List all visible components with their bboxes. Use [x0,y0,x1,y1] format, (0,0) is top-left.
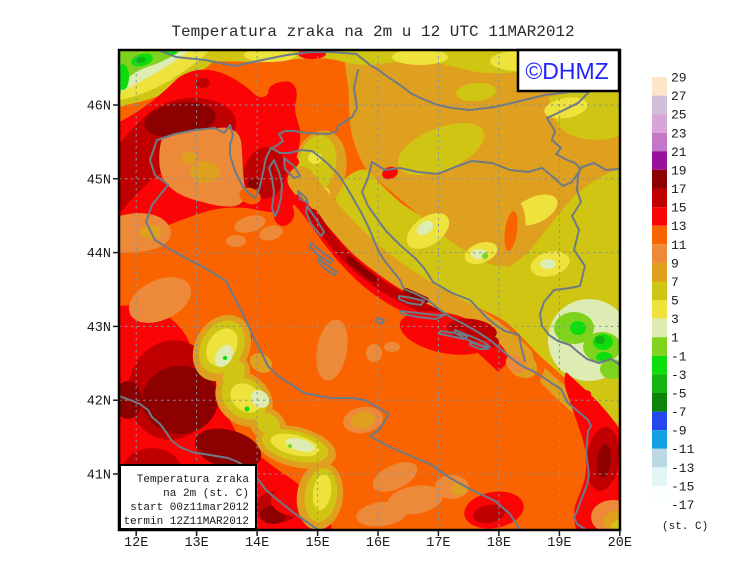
svg-text:23: 23 [671,126,687,141]
svg-text:11: 11 [671,238,687,253]
svg-text:45N: 45N [87,173,111,188]
svg-text:Temperatura zraka na 2m u 12 U: Temperatura zraka na 2m u 12 UTC 11MAR20… [171,23,574,41]
svg-text:(st. C): (st. C) [662,521,708,533]
svg-text:29: 29 [671,71,687,86]
svg-text:-15: -15 [671,479,694,494]
svg-text:9: 9 [671,256,679,271]
svg-text:start 00z11mar2012: start 00z11mar2012 [130,502,249,514]
svg-text:13: 13 [671,219,687,234]
svg-text:42N: 42N [87,395,111,410]
svg-text:46N: 46N [87,100,111,115]
svg-text:27: 27 [671,89,687,104]
svg-text:termin 12Z11MAR2012: termin 12Z11MAR2012 [124,516,249,528]
svg-text:-9: -9 [671,424,687,439]
svg-text:-1: -1 [671,349,687,364]
svg-text:41N: 41N [87,469,111,484]
svg-text:na 2m (st. C): na 2m (st. C) [163,488,249,500]
svg-text:19E: 19E [547,536,571,551]
svg-text:-17: -17 [671,498,694,513]
svg-text:43N: 43N [87,321,111,336]
svg-text:19: 19 [671,163,687,178]
svg-text:13E: 13E [184,536,208,551]
svg-text:©DHMZ: ©DHMZ [525,58,608,84]
svg-text:7: 7 [671,275,679,290]
svg-text:44N: 44N [87,247,111,262]
svg-text:12E: 12E [124,536,148,551]
svg-text:Temperatura zraka: Temperatura zraka [137,474,250,486]
svg-text:-13: -13 [671,461,694,476]
svg-text:17E: 17E [426,536,450,551]
svg-text:16E: 16E [366,536,390,551]
svg-text:21: 21 [671,145,687,160]
svg-text:20E: 20E [608,536,632,551]
svg-text:14E: 14E [245,536,269,551]
svg-text:15: 15 [671,201,687,216]
svg-text:-5: -5 [671,387,687,402]
svg-text:-7: -7 [671,405,687,420]
svg-text:17: 17 [671,182,687,197]
svg-text:18E: 18E [487,536,511,551]
svg-text:1: 1 [671,331,679,346]
svg-text:25: 25 [671,108,687,123]
svg-text:5: 5 [671,294,679,309]
svg-text:-11: -11 [671,442,695,457]
svg-text:3: 3 [671,312,679,327]
svg-text:-3: -3 [671,368,687,383]
svg-text:15E: 15E [305,536,329,551]
